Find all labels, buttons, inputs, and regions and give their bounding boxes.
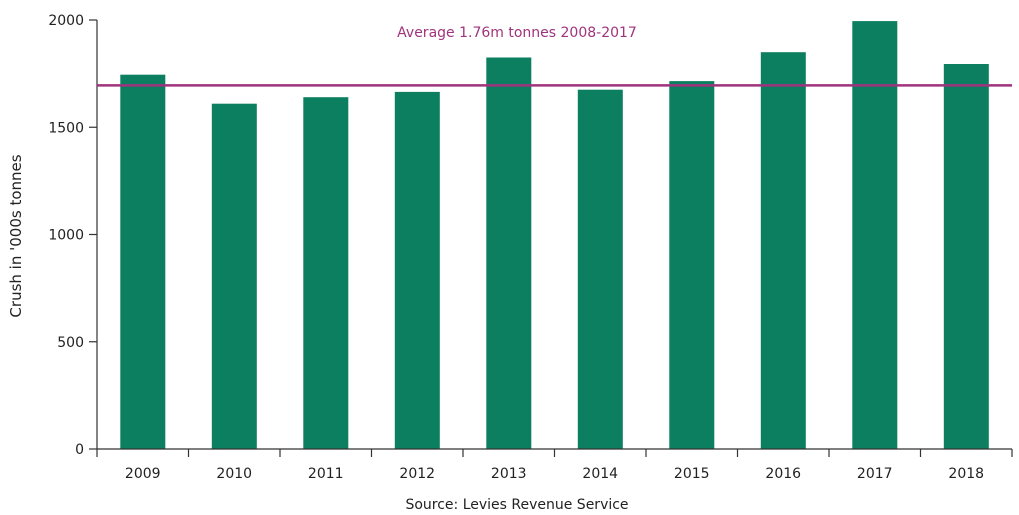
x-tick-label: 2018 [948, 466, 984, 482]
bar-2018 [943, 64, 989, 449]
source-note: Source: Levies Revenue Service [405, 497, 628, 513]
bar-2016 [760, 52, 806, 449]
bar-2017 [852, 21, 898, 449]
y-tick-label: 1000 [48, 228, 84, 244]
x-ticks-layer: 2009 2010 2011 2012 2013 2014 2015 2016 2017 2018 [96, 449, 1013, 482]
x-tick-label: 2013 [491, 466, 527, 482]
x-tick-label: 2010 [216, 466, 252, 482]
y-ticks-layer: 0 500 1000 1500 2000 [48, 13, 97, 458]
bar-2010 [211, 103, 257, 449]
x-tick-label: 2009 [125, 466, 161, 482]
x-tick-label: 2011 [308, 466, 344, 482]
y-axis-title: Crush in '000s tonnes [7, 154, 25, 317]
x-tick-label: 2012 [399, 466, 435, 482]
bar-2013 [486, 57, 532, 449]
bar-2012 [394, 91, 440, 450]
average-line-label: Average 1.76m tonnes 2008-2017 [397, 25, 637, 41]
bar-2011 [303, 97, 349, 449]
y-tick-label: 500 [57, 335, 84, 351]
bars-layer [120, 21, 989, 450]
x-tick-label: 2016 [765, 466, 801, 482]
y-tick-label: 2000 [48, 13, 84, 29]
bar-2015 [669, 81, 715, 449]
bar-2009 [120, 74, 166, 449]
y-tick-label: 1500 [48, 120, 84, 136]
bar-2014 [577, 89, 623, 449]
x-tick-label: 2015 [674, 466, 710, 482]
y-tick-label: 0 [75, 442, 84, 458]
x-tick-label: 2017 [857, 466, 893, 482]
x-tick-label: 2014 [582, 466, 618, 482]
